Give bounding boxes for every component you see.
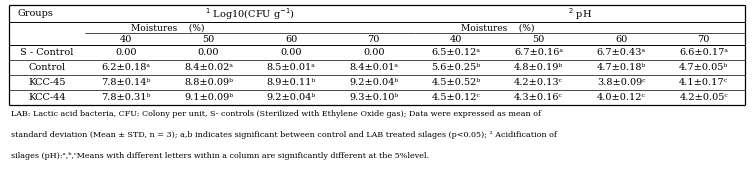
Text: Control: Control [29, 63, 66, 72]
Text: 8.8±0.09ᵇ: 8.8±0.09ᵇ [184, 78, 233, 87]
Text: Moistures    (%): Moistures (%) [130, 23, 204, 32]
Text: 70: 70 [367, 35, 380, 43]
Text: 4.0±0.12ᶜ: 4.0±0.12ᶜ [596, 93, 645, 102]
Text: 4.5±0.12ᶜ: 4.5±0.12ᶜ [432, 93, 480, 102]
Text: KCC-45: KCC-45 [28, 78, 66, 87]
Text: 50: 50 [203, 35, 215, 43]
Text: 6.6±0.17ᵃ: 6.6±0.17ᵃ [679, 48, 728, 57]
Text: 60: 60 [285, 35, 297, 43]
Text: KCC-44: KCC-44 [28, 93, 66, 102]
Text: 9.1±0.09ᵇ: 9.1±0.09ᵇ [184, 93, 233, 102]
Text: 7.8±0.14ᵇ: 7.8±0.14ᵇ [102, 78, 151, 87]
Text: 3.8±0.09ᶜ: 3.8±0.09ᶜ [597, 78, 645, 87]
Text: 0.00: 0.00 [115, 48, 137, 57]
Text: 5.6±0.25ᵇ: 5.6±0.25ᵇ [431, 63, 481, 72]
Text: 4.2±0.05ᶜ: 4.2±0.05ᶜ [679, 93, 728, 102]
Text: 0.00: 0.00 [280, 48, 302, 57]
Text: 4.7±0.05ᵇ: 4.7±0.05ᵇ [679, 63, 728, 72]
Text: 8.5±0.01ᵃ: 8.5±0.01ᵃ [267, 63, 316, 72]
Text: 60: 60 [615, 35, 627, 43]
Text: standard deviation (Mean ± STD, n = 3); a,b indicates significant between contro: standard deviation (Mean ± STD, n = 3); … [11, 131, 557, 139]
Text: 4.1±0.17ᶜ: 4.1±0.17ᶜ [679, 78, 728, 87]
Text: 8.4±0.02ᵃ: 8.4±0.02ᵃ [184, 63, 233, 72]
Text: 4.7±0.18ᵇ: 4.7±0.18ᵇ [596, 63, 646, 72]
Text: 70: 70 [697, 35, 710, 43]
Text: 40: 40 [450, 35, 462, 43]
Text: S - Control: S - Control [20, 48, 74, 57]
Text: 9.2±0.04ᵇ: 9.2±0.04ᵇ [266, 93, 316, 102]
Text: 0.00: 0.00 [198, 48, 219, 57]
Text: $^2$ pH: $^2$ pH [568, 6, 592, 22]
Text: 4.5±0.52ᵇ: 4.5±0.52ᵇ [431, 78, 481, 87]
Text: 4.3±0.16ᶜ: 4.3±0.16ᶜ [514, 93, 563, 102]
Text: 6.7±0.16ᵃ: 6.7±0.16ᵃ [514, 48, 563, 57]
Text: silages (pH):ᵃ,ᵇ,ᶜMeans with different letters within a column are significantly: silages (pH):ᵃ,ᵇ,ᶜMeans with different l… [11, 152, 429, 160]
Text: 7.8±0.31ᵇ: 7.8±0.31ᵇ [102, 93, 151, 102]
Text: 8.4±0.01ᵃ: 8.4±0.01ᵃ [349, 63, 398, 72]
Text: 4.8±0.19ᵇ: 4.8±0.19ᵇ [514, 63, 563, 72]
Text: 9.3±0.10ᵇ: 9.3±0.10ᵇ [349, 93, 398, 102]
Text: 8.9±0.11ᵇ: 8.9±0.11ᵇ [266, 78, 316, 87]
Text: 50: 50 [532, 35, 545, 43]
Text: 6.7±0.43ᵃ: 6.7±0.43ᵃ [596, 48, 645, 57]
Text: Moistures    (%): Moistures (%) [461, 23, 534, 32]
Text: 0.00: 0.00 [363, 48, 385, 57]
Text: LAB: Lactic acid bacteria, CFU: Colony per unit, S- controls (Sterilized with Et: LAB: Lactic acid bacteria, CFU: Colony p… [11, 110, 541, 117]
Text: 40: 40 [120, 35, 132, 43]
Text: 4.2±0.13ᶜ: 4.2±0.13ᶜ [514, 78, 563, 87]
Text: Groups: Groups [17, 9, 54, 18]
Text: $^1$ Log10(CFU g$^{-1}$): $^1$ Log10(CFU g$^{-1}$) [205, 6, 295, 22]
Text: 6.2±0.18ᵃ: 6.2±0.18ᵃ [102, 63, 151, 72]
Text: 6.5±0.12ᵃ: 6.5±0.12ᵃ [431, 48, 480, 57]
Text: 9.2±0.04ᵇ: 9.2±0.04ᵇ [349, 78, 398, 87]
